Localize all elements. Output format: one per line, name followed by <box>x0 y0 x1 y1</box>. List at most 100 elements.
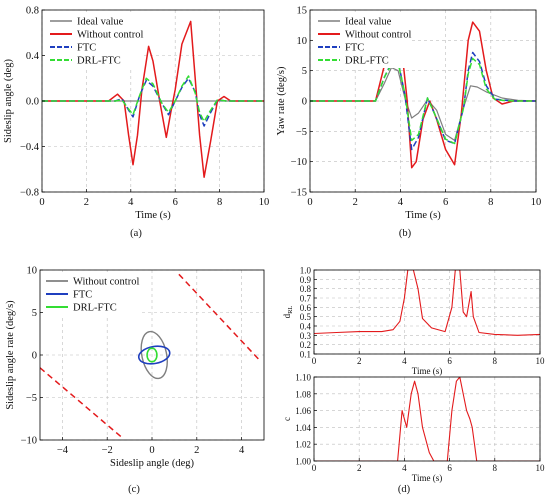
y-axis-label: dRL <box>282 306 294 319</box>
series-c-4 <box>178 273 261 361</box>
y-tick-label: 0.9 <box>300 275 312 285</box>
x-tick-label: 0 <box>312 356 317 366</box>
panel-caption: (c) <box>128 484 140 495</box>
y-tick-label: 0.8 <box>300 284 312 294</box>
series-c-ftc <box>137 345 171 365</box>
y-tick-label: −15 <box>291 188 307 199</box>
x-tick-label: 0 <box>39 197 44 208</box>
chart-c: −4 −2 0 2 4 −10 −5 0 5 10 Sideslip angle (deg) Side… <box>5 266 265 495</box>
y-tick-label: 15 <box>297 6 308 17</box>
chart-a: 0 2 4 6 8 10 −0.8 −0.4 0.0 0.4 0.8 Time (s) Sideslip… <box>3 6 269 240</box>
y-tick-label: 1.00 <box>295 457 311 467</box>
legend-c: Without control FTC DRL-FTC <box>43 272 139 315</box>
y-tick-label: 0 <box>32 351 37 362</box>
legend-b: Ideal value Without control FTC DRL-FTC <box>315 12 411 68</box>
y-tick-label: 1.04 <box>295 423 311 433</box>
x-tick-label: 10 <box>259 197 270 208</box>
y-tick-label: 0.7 <box>300 294 312 304</box>
chart-b: 0 2 4 6 8 10 −15 −10 −5 0 5 10 15 Time (s) Yaw rate (d… <box>276 6 541 240</box>
legend-label: FTC <box>73 290 92 301</box>
axes-frame <box>313 376 541 462</box>
y-tick-label: 0.6 <box>300 303 312 313</box>
y-tick-label: 0.3 <box>300 331 312 341</box>
y-tick-label: 1.02 <box>295 440 311 450</box>
x-tick-label: 6 <box>173 197 178 208</box>
series-d2-0 <box>314 377 540 461</box>
x-tick-label: 8 <box>217 197 222 208</box>
y-tick-label: 10 <box>27 266 38 277</box>
legend-label: Ideal value <box>345 17 392 28</box>
y-tick-label: 0.0 <box>26 97 39 108</box>
y-axis-label: c <box>282 417 292 421</box>
x-tick-label: 0 <box>312 463 317 473</box>
y-tick-label: −10 <box>291 157 307 168</box>
panel-caption: (b) <box>399 228 412 239</box>
y-tick-label: −0.4 <box>20 142 40 153</box>
panel-caption: (a) <box>130 228 142 239</box>
series-c-drl-ftc <box>146 347 158 363</box>
x-tick-label: 4 <box>128 197 134 208</box>
x-tick-label: 6 <box>443 197 448 208</box>
x-tick-label: 10 <box>536 356 546 366</box>
x-axis-label: Time (s) <box>412 473 442 483</box>
series-c-3 <box>40 367 124 439</box>
x-axis-label: Sideslip angle (deg) <box>110 458 194 469</box>
x-tick-label: −2 <box>102 445 113 456</box>
y-tick-label: 1.06 <box>295 406 311 416</box>
x-tick-label: 8 <box>493 463 498 473</box>
y-tick-label: −5 <box>26 393 37 404</box>
x-tick-label: 2 <box>84 197 89 208</box>
plot-area-d2 <box>314 377 540 461</box>
y-axis-label: Sideslip angle (deg) <box>3 59 14 143</box>
x-tick-label: 4 <box>239 445 245 456</box>
axes-frame <box>313 269 541 355</box>
y-tick-label: 0.8 <box>26 6 39 17</box>
chart-d2: 0 2 4 6 8 10 1.00 1.02 1.04 1.06 1.08 1.10 Time (s) c… <box>282 373 545 496</box>
series-c-without-control <box>140 330 168 380</box>
plot-area-a <box>42 20 264 178</box>
y-axis-label: Sideslip angle rate (deg/s) <box>5 300 16 410</box>
legend-label: Ideal value <box>77 17 124 28</box>
x-tick-label: 6 <box>447 356 452 366</box>
y-axis-label: Yaw rate (deg/s) <box>276 66 287 135</box>
series-d1-0 <box>314 270 540 336</box>
x-tick-label: 0 <box>149 445 154 456</box>
legend-label: DRL-FTC <box>345 56 389 67</box>
x-axis-label: Time (s) <box>135 210 171 221</box>
x-axis-label: Time (s) <box>405 210 441 221</box>
legend-label: Without control <box>77 30 143 41</box>
y-tick-label: 0.2 <box>300 340 311 350</box>
x-tick-label: 10 <box>531 197 542 208</box>
y-tick-label: 0.5 <box>300 312 312 322</box>
series-a-without-control <box>42 20 264 178</box>
y-tick-label: −5 <box>296 127 307 138</box>
legend-label: DRL-FTC <box>77 56 121 67</box>
x-tick-label: 2 <box>357 463 362 473</box>
y-tick-label: 0.1 <box>300 350 311 360</box>
x-tick-label: 2 <box>194 445 199 456</box>
x-tick-label: 4 <box>402 356 407 366</box>
x-tick-label: 8 <box>493 356 498 366</box>
y-tick-label: 0 <box>302 97 307 108</box>
y-tick-label: −0.8 <box>20 188 39 199</box>
y-tick-label: 10 <box>297 36 308 47</box>
x-tick-label: 6 <box>447 463 452 473</box>
chart-d1: 0 2 4 6 8 10 0.10.20.30.40.50.60.70.80.91.0 Tim… <box>282 266 545 377</box>
legend-label: FTC <box>345 43 364 54</box>
series-b-drl-ftc <box>310 57 536 145</box>
x-tick-label: 2 <box>357 356 362 366</box>
plot-area-d1 <box>314 270 540 336</box>
y-tick-label: 0.4 <box>300 322 312 332</box>
legend-a: Ideal value Without control FTC DRL-FTC <box>47 12 143 68</box>
x-tick-label: 0 <box>307 197 312 208</box>
y-tick-label: 0.4 <box>26 51 40 62</box>
series-a-drl-ftc <box>42 75 264 123</box>
y-tick-label: 1.08 <box>295 389 311 399</box>
legend-label: Without control <box>73 277 139 288</box>
x-tick-label: −4 <box>57 445 69 456</box>
y-tick-label: 1.10 <box>295 373 311 383</box>
y-tick-label: 5 <box>302 66 307 77</box>
y-tick-label: 1.0 <box>300 266 312 276</box>
legend-label: Without control <box>345 30 411 41</box>
